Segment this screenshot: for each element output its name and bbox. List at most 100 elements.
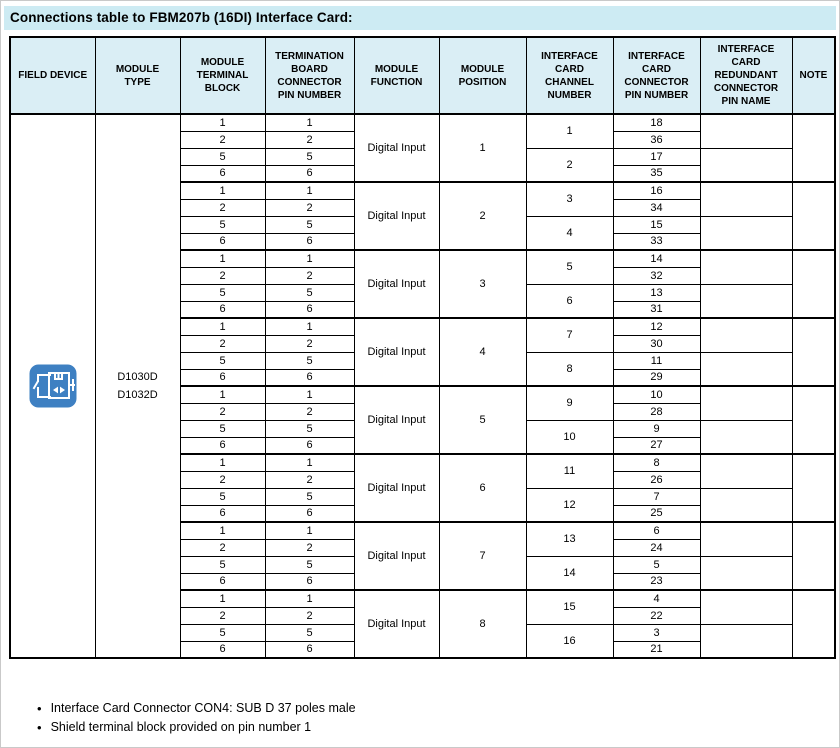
termination-pin-cell: 2 <box>264 470 355 489</box>
header-row: FIELD DEVICE MODULE TYPE MODULE TERMINAL… <box>9 36 836 115</box>
connector-pin-cell: 8 <box>612 453 701 472</box>
termination-pin-cell: 5 <box>264 487 355 506</box>
connector-pin-cell: 9 <box>612 419 701 438</box>
termination-pin-cell: 2 <box>264 538 355 557</box>
termination-pin-cell: 6 <box>264 436 355 455</box>
redundant-pin-cell <box>699 589 793 625</box>
connector-pin-cell: 24 <box>612 538 701 557</box>
termination-pin-cell: 1 <box>264 385 355 404</box>
module-position-cell: 3 <box>438 249 527 319</box>
connector-pin-cell: 32 <box>612 266 701 285</box>
connector-pin-cell: 31 <box>612 300 701 319</box>
bullet-icon: • <box>37 700 42 716</box>
page-title: Connections table to FBM207b (16DI) Inte… <box>4 6 836 30</box>
connector-pin-cell: 22 <box>612 606 701 625</box>
table-row: 6 6 33 <box>10 232 835 251</box>
module-position-cell: 4 <box>438 317 527 387</box>
header-module-function: MODULE FUNCTION <box>353 36 440 115</box>
redundant-pin-cell <box>699 283 793 319</box>
connector-pin-cell: 30 <box>612 334 701 353</box>
connector-pin-cell: 35 <box>612 164 701 183</box>
connections-tbody: D1030D D1032D 1 1 Digital Input 1 1 18 2 2 36 5 5 2 17… <box>9 113 836 659</box>
termination-pin-cell: 1 <box>264 589 355 608</box>
note-cell <box>791 113 836 183</box>
note-cell <box>791 181 836 251</box>
connector-pin-cell: 7 <box>612 487 701 506</box>
note-cell <box>791 385 836 455</box>
note-cell <box>791 249 836 319</box>
module-function-cell: Digital Input <box>353 317 440 387</box>
module-type-label: D1030D <box>117 371 158 383</box>
module-type-label: D1032D <box>117 389 158 401</box>
note-cell <box>791 589 836 659</box>
connector-pin-cell: 17 <box>612 147 701 166</box>
header-note: NOTE <box>791 36 836 115</box>
channel-number-cell: 10 <box>525 419 614 455</box>
module-terminal-block-cell: 5 <box>179 147 266 166</box>
header-redundant-pin-name: INTERFACE CARD REDUNDANT CONNECTOR PIN N… <box>699 36 793 115</box>
connector-pin-cell: 12 <box>612 317 701 336</box>
module-function-cell: Digital Input <box>353 113 440 183</box>
connections-table: FIELD DEVICE MODULE TYPE MODULE TERMINAL… <box>9 36 836 659</box>
header-channel-number: INTERFACE CARD CHANNEL NUMBER <box>525 36 614 115</box>
channel-number-cell: 14 <box>525 555 614 591</box>
header-connector-pin: INTERFACE CARD CONNECTOR PIN NUMBER <box>612 36 701 115</box>
channel-number-cell: 4 <box>525 215 614 251</box>
connector-pin-cell: 13 <box>612 283 701 302</box>
connector-pin-cell: 14 <box>612 249 701 268</box>
channel-number-cell: 5 <box>525 249 614 285</box>
module-terminal-block-cell: 5 <box>179 555 266 574</box>
termination-pin-cell: 5 <box>264 147 355 166</box>
module-terminal-block-cell: 2 <box>179 402 266 421</box>
termination-pin-cell: 6 <box>264 368 355 387</box>
termination-pin-cell: 5 <box>264 351 355 370</box>
field-device-icon <box>29 364 77 408</box>
table-row: 1 1 Digital Input 5 9 10 <box>10 385 836 455</box>
module-terminal-block-cell: 2 <box>179 198 266 217</box>
module-terminal-block-cell: 6 <box>179 572 266 591</box>
redundant-pin-cell <box>699 181 793 217</box>
redundant-pin-cell <box>699 351 793 387</box>
channel-number-cell: 12 <box>525 487 614 523</box>
channel-number-cell: 3 <box>525 181 614 217</box>
header-module-terminal-block: MODULE TERMINAL BLOCK <box>179 36 266 115</box>
connector-pin-cell: 16 <box>612 181 701 200</box>
module-terminal-block-cell: 5 <box>179 487 266 506</box>
module-function-cell: Digital Input <box>353 181 440 251</box>
header-termination-board-pin: TERMINATION BOARD CONNECTOR PIN NUMBER <box>264 36 355 115</box>
redundant-pin-cell <box>699 623 793 659</box>
channel-number-cell: 1 <box>525 113 614 149</box>
module-function-cell: Digital Input <box>353 453 440 523</box>
connector-pin-cell: 27 <box>612 436 701 455</box>
table-row: 1 1 Digital Input 8 15 4 <box>10 589 836 659</box>
module-terminal-block-cell: 6 <box>179 232 266 251</box>
termination-pin-cell: 2 <box>264 266 355 285</box>
channel-number-cell: 8 <box>525 351 614 387</box>
header-module-type: MODULE TYPE <box>94 36 181 115</box>
connector-pin-cell: 29 <box>612 368 701 387</box>
table-row: 5 5 14 5 <box>10 555 835 591</box>
module-terminal-block-cell: 1 <box>179 317 266 336</box>
module-terminal-block-cell: 5 <box>179 283 266 302</box>
note-text: Shield terminal block provided on pin nu… <box>50 720 312 734</box>
module-position-cell: 6 <box>438 453 527 523</box>
termination-pin-cell: 5 <box>264 623 355 642</box>
termination-pin-cell: 1 <box>264 249 355 268</box>
table-row: 6 6 27 <box>10 436 835 455</box>
termination-pin-cell: 2 <box>264 130 355 149</box>
channel-number-cell: 7 <box>525 317 614 353</box>
table-row: 2 2 24 <box>10 538 835 557</box>
module-terminal-block-cell: 6 <box>179 368 266 387</box>
note-cell <box>791 453 836 523</box>
termination-pin-cell: 6 <box>264 164 355 183</box>
termination-pin-cell: 5 <box>264 555 355 574</box>
module-terminal-block-cell: 2 <box>179 130 266 149</box>
table-row: 5 5 16 3 <box>10 623 835 659</box>
channel-number-cell: 9 <box>525 385 614 421</box>
connector-pin-cell: 36 <box>612 130 701 149</box>
connector-pin-cell: 21 <box>612 640 701 659</box>
connector-pin-cell: 11 <box>612 351 701 370</box>
redundant-pin-cell <box>699 453 793 489</box>
table-row: 6 6 29 <box>10 368 835 387</box>
note-cell <box>791 317 836 387</box>
